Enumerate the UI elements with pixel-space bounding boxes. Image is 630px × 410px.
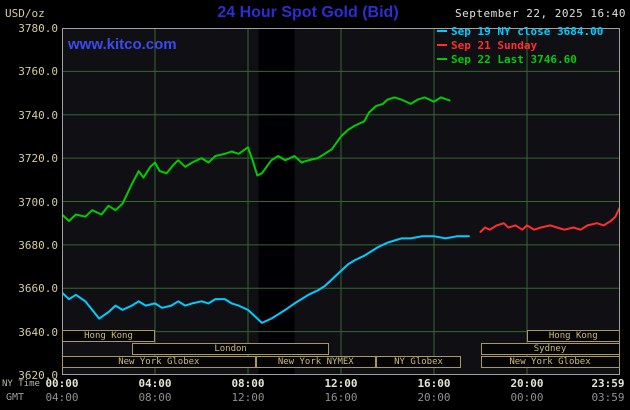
y-tick-label: 3720.0 [18,152,58,166]
legend-item: Sep 19 NY close 3684.00 [437,24,603,38]
x-tick-gmt: 03:59 [591,391,625,404]
y-tick-label: 3700.0 [18,195,58,209]
gold-chart-svg [61,28,621,375]
gmt-axis-label: GMT [6,392,25,403]
y-axis-units-label: USD/oz [5,7,45,20]
y-tick-label: 3640.0 [18,325,58,339]
legend-label: Sep 22 Last 3746.60 [451,52,577,66]
series-line-2 [61,96,451,222]
y-tick-label: 3680.0 [18,238,58,252]
x-tick-gmt: 08:00 [138,391,172,404]
legend-marker-icon [437,30,447,32]
plot-area [61,28,621,375]
y-tick-label: 3780.0 [18,22,58,35]
legend-item: Sep 21 Sunday [437,38,603,52]
x-tick-ny: 04:00 [138,377,172,390]
y-tick-label: 3760.0 [18,65,58,79]
y-tick-label: 3620.0 [18,369,58,382]
x-tick-ny: 23:59 [591,377,625,390]
legend-marker-icon [437,44,447,46]
series-line-0 [61,235,470,324]
legend-label: Sep 19 NY close 3684.00 [451,24,604,38]
chart-title: 24 Hour Spot Gold (Bid) [217,4,399,21]
legend-item: Sep 22 Last 3746.60 [437,52,603,66]
kitco-link[interactable]: www.kitco.com [68,36,177,53]
x-tick-gmt: 20:00 [417,391,451,404]
x-tick-gmt: 16:00 [324,391,358,404]
x-tick-ny: 12:00 [324,377,358,390]
ny-time-axis-label: NY Time [2,379,40,389]
x-tick-ny: 08:00 [231,377,265,390]
x-tick-gmt: 00:00 [510,391,544,404]
legend-label: Sep 21 Sunday [451,38,538,52]
x-tick-ny: 20:00 [510,377,544,390]
legend-marker-icon [437,58,447,60]
x-tick-gmt: 04:00 [45,391,79,404]
x-tick-ny: 16:00 [417,377,451,390]
x-tick-gmt: 12:00 [231,391,265,404]
chart-legend: Sep 19 NY close 3684.00 Sep 21 Sunday Sep … [437,24,603,66]
y-tick-label: 3740.0 [18,108,58,122]
y-tick-label: 3660.0 [18,282,58,296]
chart-datetime: September 22, 2025 16:40 [455,7,626,20]
plot-border [62,28,620,375]
series-line-1 [479,207,621,233]
x-tick-ny: 00:00 [45,377,79,390]
